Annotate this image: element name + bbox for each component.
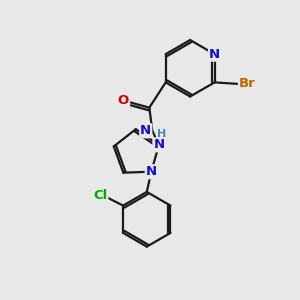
Text: Br: Br xyxy=(239,77,256,90)
Text: N: N xyxy=(140,124,151,137)
Text: O: O xyxy=(118,94,129,107)
Text: N: N xyxy=(146,165,157,178)
Text: N: N xyxy=(209,48,220,61)
Text: Cl: Cl xyxy=(93,189,107,202)
Text: N: N xyxy=(153,138,164,151)
Text: H: H xyxy=(157,129,167,140)
